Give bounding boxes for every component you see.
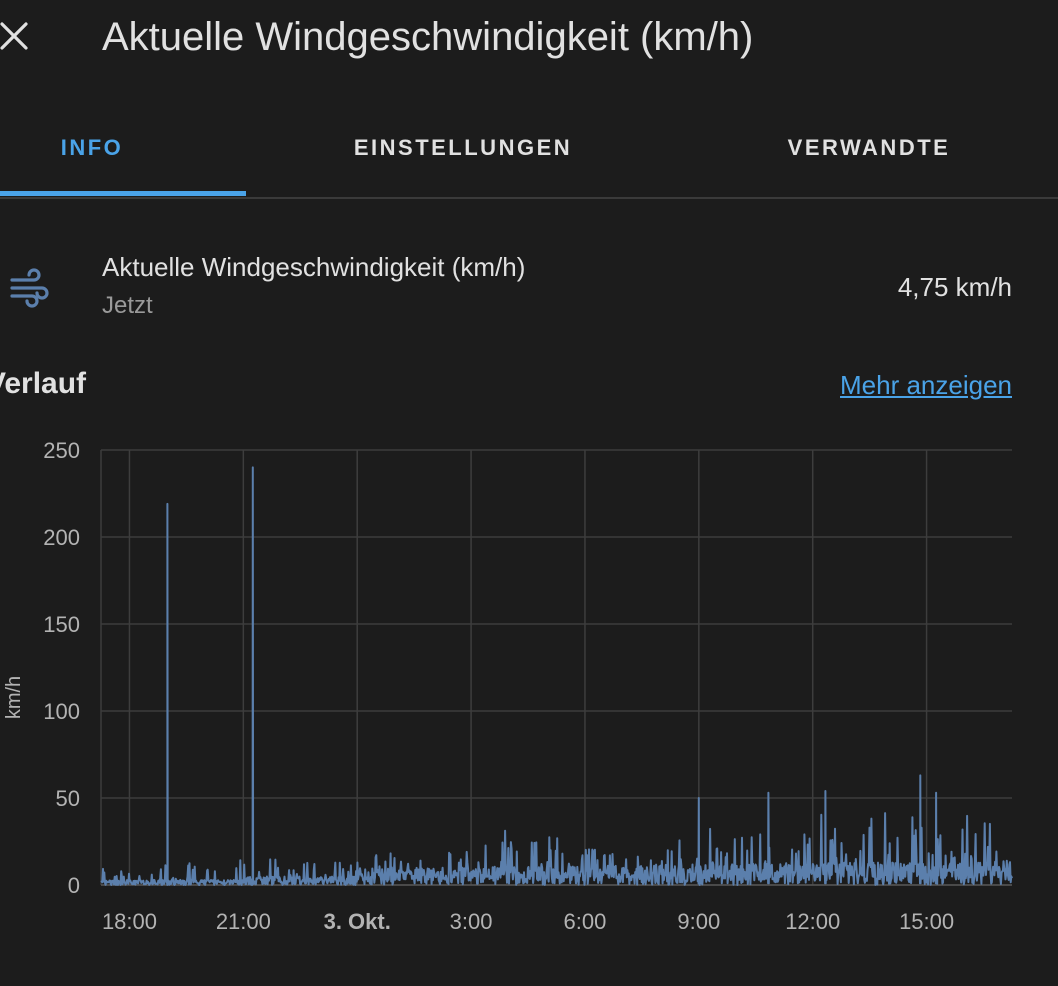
y-tick-label: 200 xyxy=(43,525,80,550)
x-tick-label: 21:00 xyxy=(216,909,271,934)
history-title: Verlauf xyxy=(0,367,87,400)
entity-name: Aktuelle Windgeschwindigkeit (km/h) xyxy=(102,252,526,282)
series-line xyxy=(100,466,1013,886)
show-more-link[interactable]: Mehr anzeigen xyxy=(840,370,1012,400)
history-chart[interactable]: 250 200 150 100 50 0 18:00 21:00 3. Okt. 3:00 6:00… xyxy=(0,430,1058,970)
entity-state-row[interactable]: Aktuelle Windgeschwindigkeit (km/h) Jetz… xyxy=(0,240,1058,330)
tab-related[interactable]: VERWANDTE xyxy=(787,134,951,160)
chart-axes: 250 200 150 100 50 0 18:00 21:00 3. Okt. 3:00 6:00… xyxy=(3,438,954,934)
history-chart-svg: 250 200 150 100 50 0 18:00 21:00 3. Okt. 3:00 6:00… xyxy=(3,438,1013,934)
tab-bar: INFO EINSTELLUNGEN VERWANDTE xyxy=(0,100,1058,199)
x-tick-label: 18:00 xyxy=(102,909,157,934)
x-tick-label: 3. Okt. xyxy=(324,909,391,934)
tab-info[interactable]: INFO xyxy=(60,134,124,160)
x-tick-label: 3:00 xyxy=(450,909,493,934)
x-tick-label: 15:00 xyxy=(899,909,954,934)
x-tick-label: 9:00 xyxy=(677,909,720,934)
y-tick-label: 100 xyxy=(43,699,80,724)
active-tab-indicator xyxy=(0,191,246,196)
x-tick-label: 12:00 xyxy=(785,909,840,934)
dialog-header: Aktuelle Windgeschwindigkeit (km/h) xyxy=(0,0,1058,80)
tab-settings[interactable]: EINSTELLUNGEN xyxy=(353,134,573,160)
y-tick-label: 250 xyxy=(43,438,80,463)
dialog-title: Aktuelle Windgeschwindigkeit (km/h) xyxy=(102,15,754,59)
x-tick-label: 6:00 xyxy=(564,909,607,934)
chart-grid xyxy=(100,449,1012,886)
y-axis-title: km/h xyxy=(3,676,25,719)
close-button[interactable] xyxy=(0,10,36,62)
entity-last-changed: Jetzt xyxy=(102,292,153,319)
y-tick-label: 0 xyxy=(68,873,80,898)
y-tick-label: 50 xyxy=(56,786,80,811)
close-icon xyxy=(0,22,28,50)
y-tick-label: 150 xyxy=(43,612,80,637)
chart-series xyxy=(100,466,1013,886)
weather-windy-icon xyxy=(10,268,49,308)
entity-state-value: 4,75 km/h xyxy=(897,272,1012,302)
